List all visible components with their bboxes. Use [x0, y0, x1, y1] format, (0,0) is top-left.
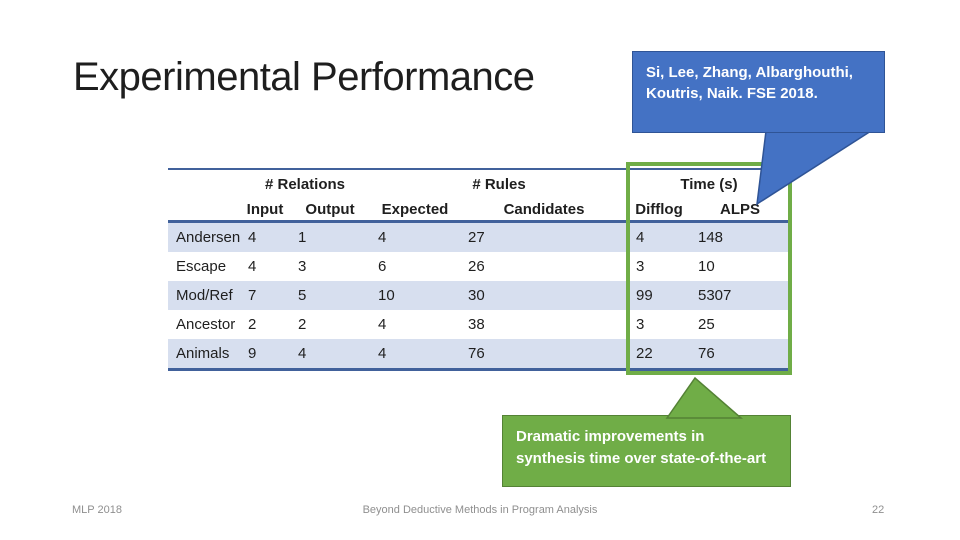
column-header-output: Output: [290, 198, 370, 223]
cell-ancestor-expected: 4: [378, 316, 387, 333]
cell-escape-candidates: 26: [468, 258, 485, 275]
cell-modref-candidates: 30: [460, 281, 628, 310]
group-header-relations: # Relations: [264, 175, 346, 193]
cell-andersen-expected: 4: [370, 223, 460, 252]
cell-modref-output: 5: [290, 281, 370, 310]
citation-line-1: Si, Lee, Zhang, Albarghouthi,: [646, 64, 853, 81]
citation-line-2: Koutris, Naik. FSE 2018.: [646, 85, 818, 102]
cell-ancestor-difflog: 3: [636, 316, 645, 333]
row-label-animals: Animals: [168, 339, 240, 368]
highlight-line-2: synthesis time over state-of-the-art: [516, 450, 767, 467]
cell-andersen-alps: 148: [690, 223, 790, 252]
cell-ancestor-candidates: 38: [468, 316, 485, 333]
cell-modref-difflog: 99: [628, 281, 690, 310]
highlight-callout: Dramatic improvements in synthesis time …: [502, 415, 791, 487]
cell-animals-output: 4: [290, 339, 370, 368]
cell-ancestor-output: 2: [298, 316, 307, 333]
slide-title: Experimental Performance: [73, 55, 535, 99]
group-header-rules: # Rules: [472, 175, 526, 193]
column-header-alps: ALPS: [690, 198, 790, 223]
cell-animals-candidates: 76: [460, 339, 628, 368]
column-header-expected: Expected: [370, 198, 460, 223]
citation-callout: Si, Lee, Zhang, Albarghouthi, Koutris, N…: [632, 51, 885, 133]
cell-escape-alps: 10: [698, 258, 715, 275]
cell-modref-alps: 5307: [690, 281, 790, 310]
cell-animals-difflog: 22: [628, 339, 690, 368]
row-label-modref: Mod/Ref: [168, 281, 240, 310]
column-header-difflog: Difflog: [628, 198, 690, 223]
cell-andersen-input: 4: [240, 223, 290, 252]
column-header-spacer: [168, 198, 240, 223]
footer-conference: MLP 2018: [72, 504, 122, 516]
cell-animals-input: 9: [240, 339, 290, 368]
cell-ancestor-input: 2: [248, 316, 257, 333]
slide-page-number: 22: [872, 504, 885, 516]
row-label-ancestor: Ancestor: [176, 316, 236, 333]
highlight-callout-tail: [665, 376, 744, 419]
highlight-line-1: Dramatic improvements in: [516, 428, 705, 445]
cell-ancestor-alps: 25: [698, 316, 715, 333]
row-label-escape: Escape: [176, 258, 227, 275]
cell-andersen-difflog: 4: [628, 223, 690, 252]
group-header-spacer: [168, 170, 240, 198]
performance-table: # Relations # Rules Time (s) Input Outpu…: [168, 168, 790, 371]
cell-escape-difflog: 3: [636, 258, 645, 275]
cell-escape-expected: 6: [378, 258, 387, 275]
column-header-candidates: Candidates: [460, 198, 628, 223]
cell-modref-expected: 10: [370, 281, 460, 310]
cell-andersen-output: 1: [290, 223, 370, 252]
cell-animals-alps: 76: [690, 339, 790, 368]
cell-andersen-candidates: 27: [460, 223, 628, 252]
cell-escape-input: 4: [248, 258, 257, 275]
column-header-input: Input: [240, 198, 290, 223]
time-columns-highlight-box: [626, 162, 792, 375]
cell-modref-input: 7: [240, 281, 290, 310]
cell-animals-expected: 4: [370, 339, 460, 368]
group-header-time: Time (s): [680, 175, 738, 193]
row-label-andersen: Andersen: [168, 223, 240, 252]
cell-escape-output: 3: [298, 258, 307, 275]
footer-talk-title: Beyond Deductive Methods in Program Anal…: [362, 504, 598, 516]
